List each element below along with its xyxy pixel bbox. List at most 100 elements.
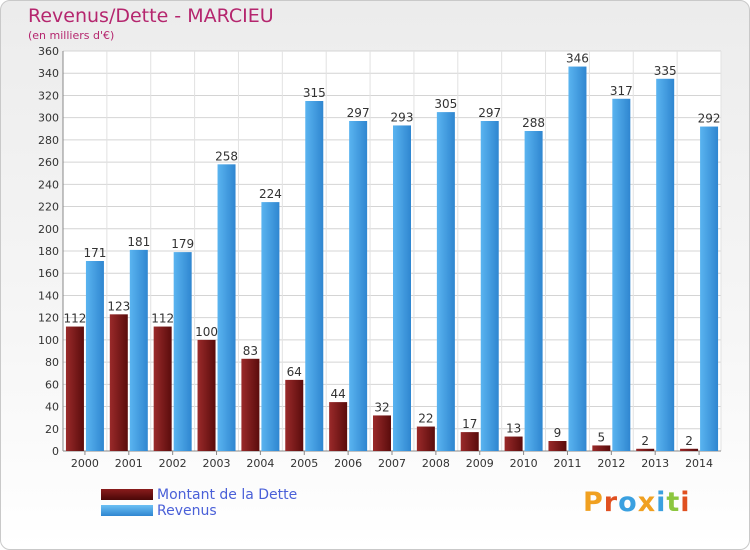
y-tick-label: 140 — [38, 289, 59, 302]
bar-revenus — [612, 98, 631, 452]
data-label-revenus: 293 — [391, 110, 414, 124]
data-label-revenus: 224 — [259, 187, 282, 201]
data-label-revenus: 288 — [522, 116, 545, 130]
legend: Montant de la Dette Revenus — [101, 487, 401, 519]
proxiti-logo: Proxiti — [583, 487, 691, 518]
x-tick-label: 2006 — [334, 457, 362, 470]
bar-dette — [548, 441, 567, 451]
x-tick-label: 2010 — [510, 457, 538, 470]
data-label-dette: 5 — [598, 430, 606, 444]
bar-dette — [460, 432, 479, 451]
x-tick-label: 2014 — [685, 457, 713, 470]
data-label-revenus: 297 — [478, 106, 501, 120]
data-label-dette: 32 — [374, 400, 389, 414]
data-label-dette: 112 — [63, 312, 86, 326]
y-tick-label: 80 — [45, 356, 59, 369]
bar-revenus — [480, 121, 499, 451]
x-tick-label: 2013 — [641, 457, 669, 470]
y-tick-label: 240 — [38, 178, 59, 191]
legend-swatch-revenus — [101, 505, 153, 516]
x-tick-label: 2000 — [71, 457, 99, 470]
bar-revenus — [656, 78, 675, 452]
bar-dette — [329, 402, 348, 451]
bar-dette — [680, 448, 699, 451]
bar-revenus — [436, 112, 455, 451]
bar-dette — [416, 426, 435, 451]
legend-item-debt: Montant de la Dette — [101, 487, 401, 503]
data-label-revenus: 317 — [610, 84, 633, 98]
x-tick-label: 2002 — [159, 457, 187, 470]
data-label-revenus: 179 — [171, 237, 194, 251]
y-tick-label: 340 — [38, 67, 59, 80]
bar-dette — [504, 436, 523, 451]
bar-revenus — [524, 131, 543, 451]
data-label-dette: 2 — [641, 434, 649, 448]
x-tick-label: 2005 — [290, 457, 318, 470]
x-tick-label: 2001 — [115, 457, 143, 470]
chart-title: Revenus/Dette - MARCIEU — [28, 5, 274, 27]
data-label-dette: 17 — [462, 417, 477, 431]
y-tick-label: 260 — [38, 156, 59, 169]
y-tick-label: 200 — [38, 223, 59, 236]
y-tick-label: 300 — [38, 112, 59, 125]
x-tick-label: 2003 — [203, 457, 231, 470]
x-tick-label: 2008 — [422, 457, 450, 470]
legend-swatch-debt — [101, 489, 153, 500]
data-label-dette: 9 — [554, 426, 562, 440]
data-label-dette: 123 — [107, 299, 130, 313]
data-label-dette: 100 — [195, 325, 218, 339]
bar-dette — [109, 314, 128, 451]
y-tick-label: 360 — [38, 45, 59, 58]
y-tick-label: 100 — [38, 334, 59, 347]
x-tick-label: 2007 — [378, 457, 406, 470]
y-tick-label: 220 — [38, 201, 59, 214]
legend-item-revenus: Revenus — [101, 503, 401, 519]
data-label-revenus: 297 — [347, 106, 370, 120]
bar-dette — [592, 445, 611, 451]
bar-dette — [285, 379, 304, 451]
bar-dette — [373, 415, 391, 451]
bar-revenus — [349, 121, 368, 451]
legend-label-revenus: Revenus — [157, 503, 217, 519]
data-label-dette: 64 — [287, 365, 302, 379]
data-label-dette: 13 — [506, 422, 521, 436]
y-tick-label: 40 — [45, 401, 59, 414]
bar-dette — [197, 339, 216, 451]
x-tick-label: 2012 — [597, 457, 625, 470]
legend-label-debt: Montant de la Dette — [157, 487, 298, 503]
bar-revenus — [173, 252, 192, 451]
bar-revenus — [217, 164, 236, 452]
y-tick-label: 60 — [45, 378, 59, 391]
bar-revenus — [305, 101, 324, 451]
data-label-dette: 44 — [330, 387, 345, 401]
y-tick-label: 0 — [52, 445, 59, 458]
y-tick-label: 120 — [38, 312, 59, 325]
data-label-dette: 22 — [418, 412, 433, 426]
data-label-revenus: 346 — [566, 52, 589, 66]
data-label-dette: 83 — [243, 344, 258, 358]
x-tick-label: 2011 — [553, 457, 581, 470]
y-tick-label: 160 — [38, 267, 59, 280]
chart-subtitle: (en milliers d'€) — [28, 29, 115, 42]
bar-dette — [65, 326, 84, 451]
y-tick-label: 180 — [38, 245, 59, 258]
bar-revenus — [700, 126, 719, 452]
y-tick-label: 20 — [45, 423, 59, 436]
bar-revenus — [393, 125, 411, 451]
x-tick-label: 2009 — [466, 457, 494, 470]
data-label-revenus: 292 — [698, 112, 721, 126]
data-label-revenus: 305 — [434, 97, 457, 111]
bar-revenus — [261, 202, 280, 451]
bar-revenus — [85, 261, 104, 451]
data-label-revenus: 335 — [654, 64, 677, 78]
data-label-revenus: 258 — [215, 149, 238, 163]
bar-dette — [241, 358, 260, 451]
bar-dette — [153, 326, 172, 451]
y-tick-label: 320 — [38, 89, 59, 102]
data-label-revenus: 315 — [303, 86, 326, 100]
bar-revenus — [568, 66, 587, 452]
bar-revenus — [129, 249, 148, 451]
data-label-dette: 2 — [685, 434, 693, 448]
